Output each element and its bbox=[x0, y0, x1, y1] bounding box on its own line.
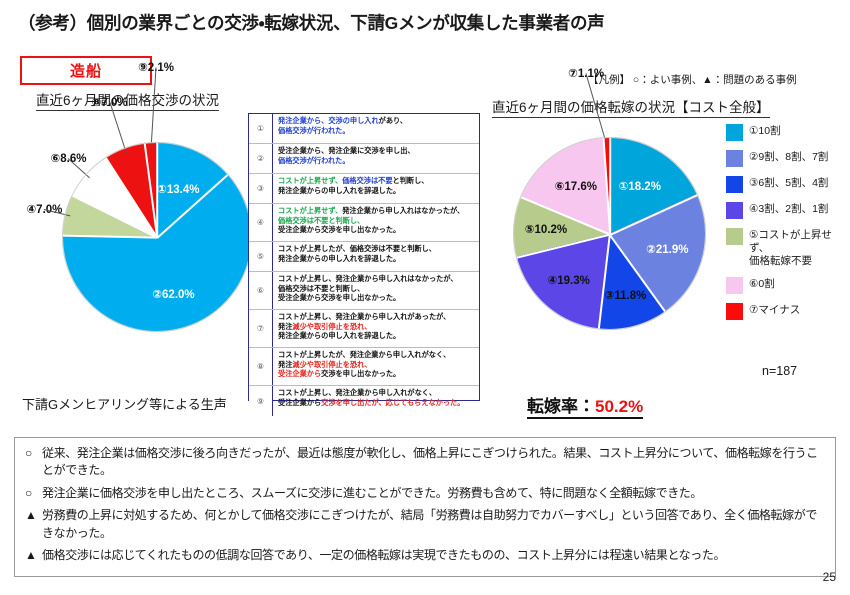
industry-tag: 造船 bbox=[20, 56, 152, 85]
table-row: ⑦ コストが上昇し、発注企業から申し入れがあったが、 発注減少や取引停止を恐れ、 発注… bbox=[249, 310, 479, 348]
cost-passthrough-legend: ①10割 ②9割、8割、7割 ③6割、5割、4割 ④3割、2割、1割 ⑤コストが上昇せず… bbox=[726, 124, 848, 329]
cost-passthrough-slice-label-5: ⑤10.2% bbox=[524, 223, 568, 236]
sample-size-label: n=187 bbox=[762, 364, 798, 378]
legend-item-4: ④3割、2割、1割 bbox=[726, 202, 848, 219]
voice-item-text: 従来、発注企業は価格交渉に後ろ向きだったが、最近は態度が軟化し、価格上昇にこぎつ… bbox=[42, 446, 818, 478]
legend-item-5: ⑤コストが上昇せず、 価格転嫁不要 bbox=[726, 228, 848, 268]
table-row-number: ⑤ bbox=[249, 242, 273, 271]
legend-item-label: ④3割、2割、1割 bbox=[749, 203, 829, 215]
voice-comment-box: ○ 従来、発注企業は価格交渉に後ろ向きだったが、最近は態度が軟化し、価格上昇にこぎ… bbox=[14, 437, 836, 577]
negotiation-status-slice-label-4: ④7.0% bbox=[26, 204, 63, 217]
legend-color-swatch bbox=[726, 150, 743, 167]
legend-item-3: ③6割、5割、4割 bbox=[726, 176, 848, 193]
table-row-text: コストが上昇したが、発注企業から申し入れがなく、 発注減少や取引停止を恐れ、 受注企… bbox=[278, 350, 451, 379]
negotiation-choice-table: ① 発注企業から、交渉の申し入れがあり、 価格交渉が行われた。 ② 受注企業から、発注企… bbox=[248, 113, 480, 416]
table-row: ⑥ コストが上昇し、発注企業から申し入れはなかったが、 価格交渉は不要と判断し、 受注… bbox=[249, 272, 479, 310]
table-row-number: ① bbox=[249, 114, 273, 143]
good-case-icon: ○ bbox=[25, 485, 33, 500]
page-number: 25 bbox=[822, 570, 836, 584]
table-row-number: ⑧ bbox=[249, 348, 273, 385]
legend-item-label: ⑤コストが上昇せず、 価格転嫁不要 bbox=[749, 229, 832, 268]
legend-item-label: ⑥0割 bbox=[749, 278, 775, 291]
cost-passthrough-slice-label-6: ⑥17.6% bbox=[554, 181, 597, 194]
table-row: ⑤ コストが上昇したが、価格交渉は不要と判断し、 発注企業からの申し入れを辞退した。 bbox=[249, 242, 479, 272]
legend-item-label: ⑦マイナス bbox=[749, 304, 801, 317]
legend-item-1: ①10割 bbox=[726, 124, 848, 141]
legend-color-swatch bbox=[726, 124, 743, 141]
legend-item-label: ③6割、5割、4割 bbox=[749, 177, 829, 189]
page-title: （参考）個別の業界ごとの交渉・転嫁状況、下請Gメンが収集した事業者の声 bbox=[18, 13, 605, 33]
table-row: ① 発注企業から、交渉の申し入れがあり、 価格交渉が行われた。 bbox=[249, 114, 479, 144]
table-row-text: コストが上昇せず、価格交渉は不要と判断し、 発注企業からの申し入れを辞退した。 bbox=[278, 176, 429, 195]
table-row-number: ② bbox=[249, 144, 273, 173]
legend-color-swatch bbox=[726, 176, 743, 193]
cost-passthrough-slice-label-2: ②21.9% bbox=[646, 243, 689, 256]
table-row: ③ コストが上昇せず、価格交渉は不要と判断し、 発注企業からの申し入れを辞退した。 bbox=[249, 174, 479, 204]
symbol-legend-note: 【凡例】 ○：よい事例、▲：問題のある事例 bbox=[588, 74, 797, 86]
voice-item-4: ▲ 価格交渉には応じてくれたものの低調な回答であり、一定の価格転嫁は実現できたもの… bbox=[25, 547, 825, 564]
table-row-number: ⑦ bbox=[249, 310, 273, 347]
passthrough-rate-value: 50.2% bbox=[595, 397, 644, 416]
table-row-number: ⑥ bbox=[249, 272, 273, 309]
cost-passthrough-slice-label-4: ④19.3% bbox=[547, 274, 590, 287]
table-row-text: 受注企業から、発注企業に交渉を申し出、 価格交渉が行われた。 bbox=[278, 146, 415, 165]
legend-color-swatch bbox=[726, 277, 743, 295]
table-row-text: 発注企業から、交渉の申し入れがあり、 価格交渉が行われた。 bbox=[278, 116, 408, 135]
voice-item-1: ○ 従来、発注企業は価格交渉に後ろ向きだったが、最近は態度が軟化し、価格上昇にこぎ… bbox=[25, 445, 825, 480]
negotiation-status-slice-label-2: ②62.0% bbox=[152, 288, 195, 301]
problem-case-icon: ▲ bbox=[25, 508, 37, 523]
negotiation-status-slice-divider-1 bbox=[156, 142, 158, 238]
voice-item-2: ○ 発注企業に価格交渉を申し出たところ、スムーズに交渉に進むことができた。労務費も… bbox=[25, 485, 825, 502]
voice-section-caption: 下請Gメンヒアリング等による生声 bbox=[22, 397, 227, 412]
table-row-number: ④ bbox=[249, 204, 273, 241]
table-row: ⑨ コストが上昇し、発注企業から申し入れがなく、 受注企業から交渉を申し出たが、応じ… bbox=[249, 386, 479, 416]
legend-item-2: ②9割、8割、7割 bbox=[726, 150, 848, 167]
table-row: ⑧ コストが上昇したが、発注企業から申し入れがなく、 発注減少や取引停止を恐れ、 受注… bbox=[249, 348, 479, 386]
good-case-icon: ○ bbox=[25, 446, 33, 460]
voice-item-3: ▲ 労務費の上昇に対処するため、何とかして価格交渉にこぎつけたが、結局「労務費は自… bbox=[25, 507, 825, 542]
legend-item-label: ①10割 bbox=[749, 125, 781, 137]
voice-item-text: 労務費の上昇に対処するため、何とかして価格交渉にこぎつけたが、結局「労務費は自助… bbox=[42, 508, 817, 540]
passthrough-rate: 転嫁率： 50.2% bbox=[527, 392, 644, 419]
negotiation-status-slice-label-1: ①13.4% bbox=[157, 184, 200, 197]
industry-tag-label: 造船 bbox=[69, 63, 102, 80]
problem-case-icon: ▲ bbox=[25, 547, 37, 562]
legend-item-6: ⑥0割 bbox=[726, 277, 848, 295]
table-row-text: コストが上昇し、発注企業から申し入れはなかったが、 価格交渉は不要と判断し、 受注企… bbox=[278, 274, 458, 303]
voice-item-text: 発注企業に価格交渉を申し出たところ、スムーズに交渉に進むことができた。労務費も含… bbox=[42, 485, 703, 500]
legend-color-swatch bbox=[726, 228, 743, 245]
cost-passthrough-slice-label-1: ①18.2% bbox=[618, 181, 661, 194]
table-row-text: コストが上昇し、発注企業から申し入れがあったが、 発注減少や取引停止を恐れ、 発注企… bbox=[278, 312, 451, 341]
table-row-number: ③ bbox=[249, 174, 273, 203]
legend-color-swatch bbox=[726, 202, 743, 219]
table-row-number: ⑨ bbox=[249, 386, 273, 416]
cost-passthrough-slice-label-3: ③11.8% bbox=[604, 290, 647, 303]
table-row: ④ コストが上昇せず、発注企業から申し入れはなかったが、 価格交渉は不要と判断し、受… bbox=[249, 204, 479, 242]
legend-item-label: ②9割、8割、7割 bbox=[749, 151, 829, 163]
legend-item-7: ⑦マイナス bbox=[726, 303, 848, 321]
table-row-text: コストが上昇し、発注企業から申し入れがなく、 受注企業から交渉を申し出たが、応じて… bbox=[278, 388, 465, 407]
legend-color-swatch bbox=[726, 303, 743, 321]
right-chart-caption: 直近6ヶ月間の価格転嫁の状況【コスト全般】 bbox=[492, 96, 770, 118]
table-row: ② 受注企業から、発注企業に交渉を申し出、 価格交渉が行われた。 bbox=[249, 144, 479, 174]
table-row-text: コストが上昇したが、価格交渉は不要と判断し、 発注企業からの申し入れを辞退した。 bbox=[278, 244, 436, 263]
left-chart-caption: 直近6ヶ月間の価格交渉の状況 bbox=[36, 89, 220, 111]
voice-item-text: 価格交渉には応じてくれたものの低調な回答であり、一定の価格転嫁は実現できたものの… bbox=[42, 547, 726, 562]
table-row-text: コストが上昇せず、発注企業から申し入れはなかったが、 価格交渉は不要と判断し、 受注… bbox=[278, 206, 465, 235]
passthrough-rate-label: 転嫁率： bbox=[527, 397, 595, 416]
